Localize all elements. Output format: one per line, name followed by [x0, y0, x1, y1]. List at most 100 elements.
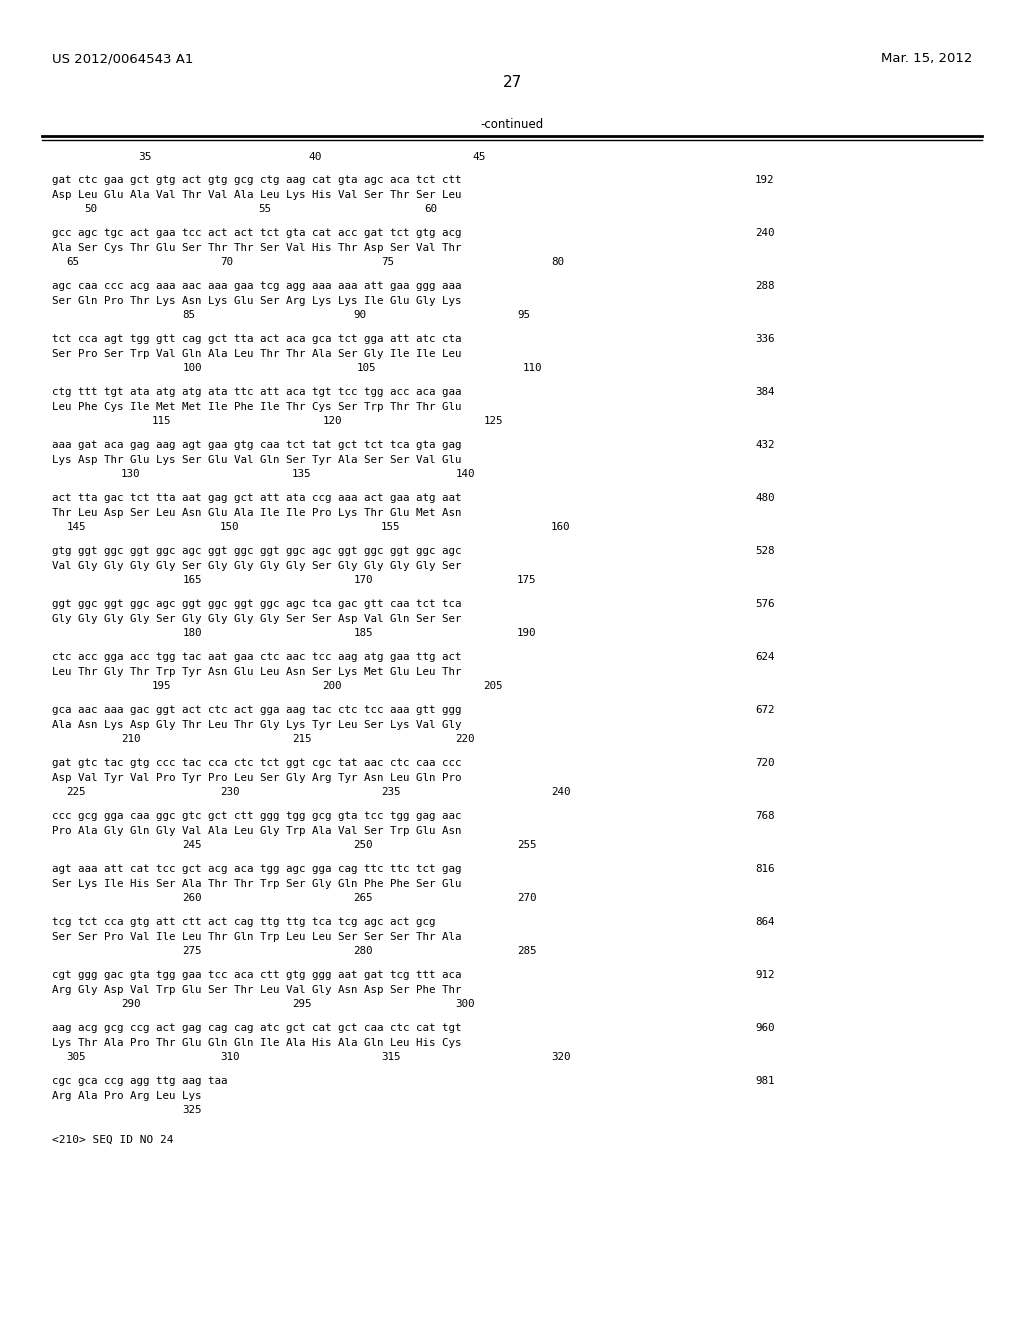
Text: 432: 432	[755, 440, 774, 450]
Text: Asp Val Tyr Val Pro Tyr Pro Leu Ser Gly Arg Tyr Asn Leu Gln Pro: Asp Val Tyr Val Pro Tyr Pro Leu Ser Gly …	[52, 774, 462, 783]
Text: 255: 255	[517, 840, 537, 850]
Text: 280: 280	[353, 946, 373, 956]
Text: 295: 295	[292, 999, 311, 1008]
Text: 55: 55	[258, 205, 271, 214]
Text: 285: 285	[517, 946, 537, 956]
Text: ggt ggc ggt ggc agc ggt ggc ggt ggc agc tca gac gtt caa tct tca: ggt ggc ggt ggc agc ggt ggc ggt ggc agc …	[52, 599, 462, 609]
Text: 135: 135	[292, 469, 311, 479]
Text: 275: 275	[182, 946, 202, 956]
Text: cgc gca ccg agg ttg aag taa: cgc gca ccg agg ttg aag taa	[52, 1076, 227, 1086]
Text: 70: 70	[220, 257, 233, 267]
Text: 310: 310	[220, 1052, 240, 1063]
Text: gtg ggt ggc ggt ggc agc ggt ggc ggt ggc agc ggt ggc ggt ggc agc: gtg ggt ggc ggt ggc agc ggt ggc ggt ggc …	[52, 546, 462, 556]
Text: 960: 960	[755, 1023, 774, 1034]
Text: Mar. 15, 2012: Mar. 15, 2012	[881, 51, 972, 65]
Text: 288: 288	[755, 281, 774, 290]
Text: 170: 170	[353, 576, 373, 585]
Text: Ser Ser Pro Val Ile Leu Thr Gln Trp Leu Leu Ser Ser Ser Thr Ala: Ser Ser Pro Val Ile Leu Thr Gln Trp Leu …	[52, 932, 462, 942]
Text: tct cca agt tgg gtt cag gct tta act aca gca tct gga att atc cta: tct cca agt tgg gtt cag gct tta act aca …	[52, 334, 462, 345]
Text: 336: 336	[755, 334, 774, 345]
Text: 195: 195	[152, 681, 171, 690]
Text: 65: 65	[67, 257, 80, 267]
Text: 110: 110	[522, 363, 542, 374]
Text: 90: 90	[353, 310, 367, 319]
Text: 220: 220	[456, 734, 475, 744]
Text: agt aaa att cat tcc gct acg aca tgg agc gga cag ttc ttc tct gag: agt aaa att cat tcc gct acg aca tgg agc …	[52, 865, 462, 874]
Text: Val Gly Gly Gly Gly Ser Gly Gly Gly Gly Ser Gly Gly Gly Gly Ser: Val Gly Gly Gly Gly Ser Gly Gly Gly Gly …	[52, 561, 462, 572]
Text: 125: 125	[483, 416, 503, 426]
Text: agc caa ccc acg aaa aac aaa gaa tcg agg aaa aaa att gaa ggg aaa: agc caa ccc acg aaa aac aaa gaa tcg agg …	[52, 281, 462, 290]
Text: 85: 85	[182, 310, 196, 319]
Text: Ser Lys Ile His Ser Ala Thr Thr Trp Ser Gly Gln Phe Phe Ser Glu: Ser Lys Ile His Ser Ala Thr Thr Trp Ser …	[52, 879, 462, 888]
Text: 305: 305	[67, 1052, 86, 1063]
Text: 80: 80	[551, 257, 564, 267]
Text: 624: 624	[755, 652, 774, 663]
Text: 230: 230	[220, 787, 240, 797]
Text: ctg ttt tgt ata atg atg ata ttc att aca tgt tcc tgg acc aca gaa: ctg ttt tgt ata atg atg ata ttc att aca …	[52, 387, 462, 397]
Text: 95: 95	[517, 310, 530, 319]
Text: 480: 480	[755, 492, 774, 503]
Text: cgt ggg gac gta tgg gaa tcc aca ctt gtg ggg aat gat tcg ttt aca: cgt ggg gac gta tgg gaa tcc aca ctt gtg …	[52, 970, 462, 979]
Text: 384: 384	[755, 387, 774, 397]
Text: 100: 100	[182, 363, 202, 374]
Text: 816: 816	[755, 865, 774, 874]
Text: Arg Gly Asp Val Trp Glu Ser Thr Leu Val Gly Asn Asp Ser Phe Thr: Arg Gly Asp Val Trp Glu Ser Thr Leu Val …	[52, 985, 462, 995]
Text: 75: 75	[381, 257, 394, 267]
Text: 175: 175	[517, 576, 537, 585]
Text: 190: 190	[517, 628, 537, 638]
Text: 528: 528	[755, 546, 774, 556]
Text: 130: 130	[121, 469, 140, 479]
Text: Leu Thr Gly Thr Trp Tyr Asn Glu Leu Asn Ser Lys Met Glu Leu Thr: Leu Thr Gly Thr Trp Tyr Asn Glu Leu Asn …	[52, 667, 462, 677]
Text: 672: 672	[755, 705, 774, 715]
Text: 45: 45	[472, 152, 485, 162]
Text: 270: 270	[517, 894, 537, 903]
Text: ctc acc gga acc tgg tac aat gaa ctc aac tcc aag atg gaa ttg act: ctc acc gga acc tgg tac aat gaa ctc aac …	[52, 652, 462, 663]
Text: 768: 768	[755, 810, 774, 821]
Text: 40: 40	[308, 152, 322, 162]
Text: 912: 912	[755, 970, 774, 979]
Text: 225: 225	[67, 787, 86, 797]
Text: 145: 145	[67, 521, 86, 532]
Text: 265: 265	[353, 894, 373, 903]
Text: -continued: -continued	[480, 117, 544, 131]
Text: 576: 576	[755, 599, 774, 609]
Text: 150: 150	[220, 521, 240, 532]
Text: 315: 315	[381, 1052, 400, 1063]
Text: 60: 60	[424, 205, 437, 214]
Text: Gly Gly Gly Gly Ser Gly Gly Gly Gly Ser Ser Asp Val Gln Ser Ser: Gly Gly Gly Gly Ser Gly Gly Gly Gly Ser …	[52, 614, 462, 624]
Text: Pro Ala Gly Gln Gly Val Ala Leu Gly Trp Ala Val Ser Trp Glu Asn: Pro Ala Gly Gln Gly Val Ala Leu Gly Trp …	[52, 826, 462, 836]
Text: ccc gcg gga caa ggc gtc gct ctt ggg tgg gcg gta tcc tgg gag aac: ccc gcg gga caa ggc gtc gct ctt ggg tgg …	[52, 810, 462, 821]
Text: 180: 180	[182, 628, 202, 638]
Text: aag acg gcg ccg act gag cag cag atc gct cat gct caa ctc cat tgt: aag acg gcg ccg act gag cag cag atc gct …	[52, 1023, 462, 1034]
Text: 165: 165	[182, 576, 202, 585]
Text: 27: 27	[503, 75, 521, 90]
Text: aaa gat aca gag aag agt gaa gtg caa tct tat gct tct tca gta gag: aaa gat aca gag aag agt gaa gtg caa tct …	[52, 440, 462, 450]
Text: 155: 155	[381, 521, 400, 532]
Text: 300: 300	[456, 999, 475, 1008]
Text: Ser Pro Ser Trp Val Gln Ala Leu Thr Thr Ala Ser Gly Ile Ile Leu: Ser Pro Ser Trp Val Gln Ala Leu Thr Thr …	[52, 348, 462, 359]
Text: 120: 120	[323, 416, 342, 426]
Text: 981: 981	[755, 1076, 774, 1086]
Text: 185: 185	[353, 628, 373, 638]
Text: Lys Thr Ala Pro Thr Glu Gln Gln Ile Ala His Ala Gln Leu His Cys: Lys Thr Ala Pro Thr Glu Gln Gln Ile Ala …	[52, 1038, 462, 1048]
Text: gca aac aaa gac ggt act ctc act gga aag tac ctc tcc aaa gtt ggg: gca aac aaa gac ggt act ctc act gga aag …	[52, 705, 462, 715]
Text: 115: 115	[152, 416, 171, 426]
Text: US 2012/0064543 A1: US 2012/0064543 A1	[52, 51, 194, 65]
Text: 160: 160	[551, 521, 570, 532]
Text: 205: 205	[483, 681, 503, 690]
Text: 720: 720	[755, 758, 774, 768]
Text: <210> SEQ ID NO 24: <210> SEQ ID NO 24	[52, 1135, 173, 1144]
Text: Arg Ala Pro Arg Leu Lys: Arg Ala Pro Arg Leu Lys	[52, 1092, 202, 1101]
Text: 140: 140	[456, 469, 475, 479]
Text: 105: 105	[356, 363, 376, 374]
Text: 35: 35	[138, 152, 152, 162]
Text: Ser Gln Pro Thr Lys Asn Lys Glu Ser Arg Lys Lys Ile Glu Gly Lys: Ser Gln Pro Thr Lys Asn Lys Glu Ser Arg …	[52, 296, 462, 306]
Text: 200: 200	[323, 681, 342, 690]
Text: gcc agc tgc act gaa tcc act act tct gta cat acc gat tct gtg acg: gcc agc tgc act gaa tcc act act tct gta …	[52, 228, 462, 238]
Text: 235: 235	[381, 787, 400, 797]
Text: 245: 245	[182, 840, 202, 850]
Text: Asp Leu Glu Ala Val Thr Val Ala Leu Lys His Val Ser Thr Ser Leu: Asp Leu Glu Ala Val Thr Val Ala Leu Lys …	[52, 190, 462, 201]
Text: Thr Leu Asp Ser Leu Asn Glu Ala Ile Ile Pro Lys Thr Glu Met Asn: Thr Leu Asp Ser Leu Asn Glu Ala Ile Ile …	[52, 508, 462, 517]
Text: 210: 210	[121, 734, 140, 744]
Text: 250: 250	[353, 840, 373, 850]
